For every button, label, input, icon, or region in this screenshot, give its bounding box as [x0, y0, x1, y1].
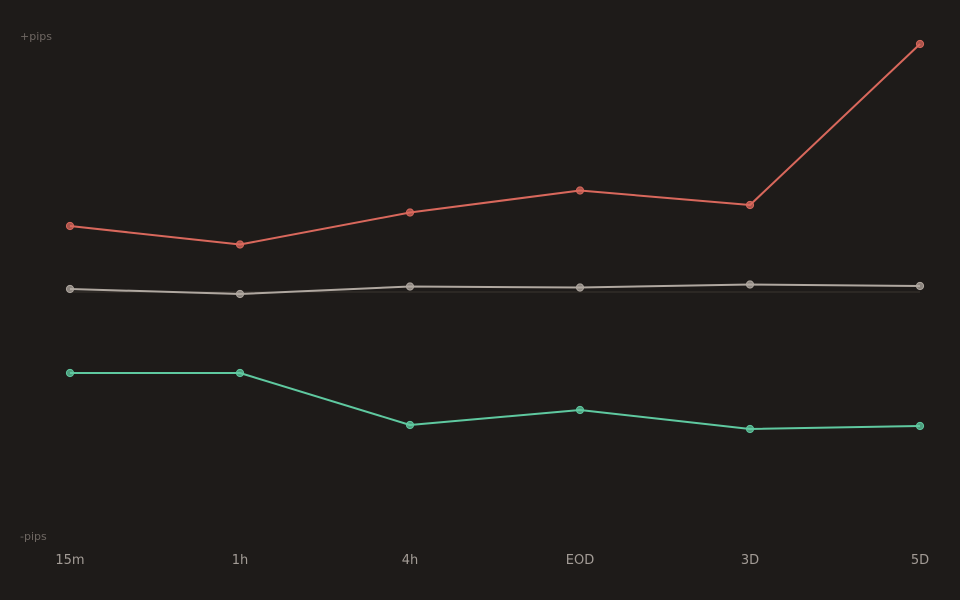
data-point[interactable] [405, 420, 415, 430]
data-point[interactable] [235, 289, 245, 299]
data-point[interactable] [915, 421, 925, 431]
x-tick-label: 4h [402, 553, 419, 568]
data-point[interactable] [745, 200, 755, 210]
series-1 [65, 39, 925, 249]
series-layer [65, 39, 925, 434]
data-point[interactable] [745, 424, 755, 434]
data-point[interactable] [235, 240, 245, 249]
data-point[interactable] [915, 281, 925, 291]
y-axis-top-label: +pips [20, 30, 52, 43]
series-line [69, 43, 921, 246]
x-tick-label: 15m [55, 553, 84, 568]
x-tick-label: 3D [741, 553, 759, 568]
series-line [69, 283, 921, 295]
data-point[interactable] [65, 284, 75, 294]
x-tick-label: 1h [232, 553, 249, 568]
data-point[interactable] [575, 283, 585, 292]
data-point[interactable] [915, 39, 925, 49]
series-3 [65, 368, 925, 434]
label-layer: +pips -pips 15m 1h 4h EOD 3D 5D [20, 30, 929, 568]
data-point[interactable] [575, 186, 585, 195]
data-point[interactable] [65, 221, 75, 231]
series-line [70, 372, 921, 430]
x-tick-label: EOD [566, 553, 594, 568]
data-point[interactable] [575, 405, 585, 415]
data-point[interactable] [745, 280, 755, 289]
x-tick-label: 5D [911, 553, 929, 568]
data-point[interactable] [405, 208, 415, 217]
data-point[interactable] [235, 368, 245, 378]
y-axis-bottom-label: -pips [20, 530, 47, 543]
data-point[interactable] [405, 282, 415, 291]
data-point[interactable] [65, 368, 75, 378]
series-2 [65, 280, 925, 299]
